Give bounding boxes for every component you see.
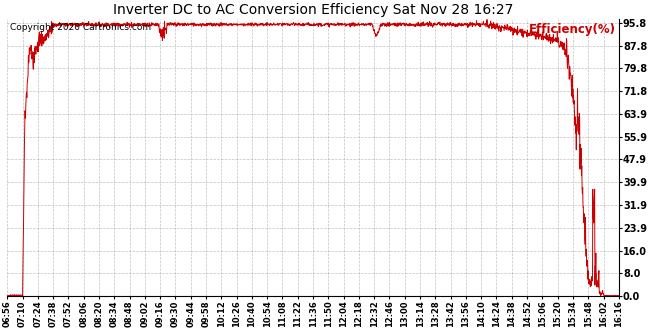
Title: Inverter DC to AC Conversion Efficiency Sat Nov 28 16:27: Inverter DC to AC Conversion Efficiency … — [113, 3, 514, 17]
Text: Efficiency(%): Efficiency(%) — [528, 23, 616, 37]
Text: Copyright 2020 Cartronics.com: Copyright 2020 Cartronics.com — [10, 23, 151, 32]
